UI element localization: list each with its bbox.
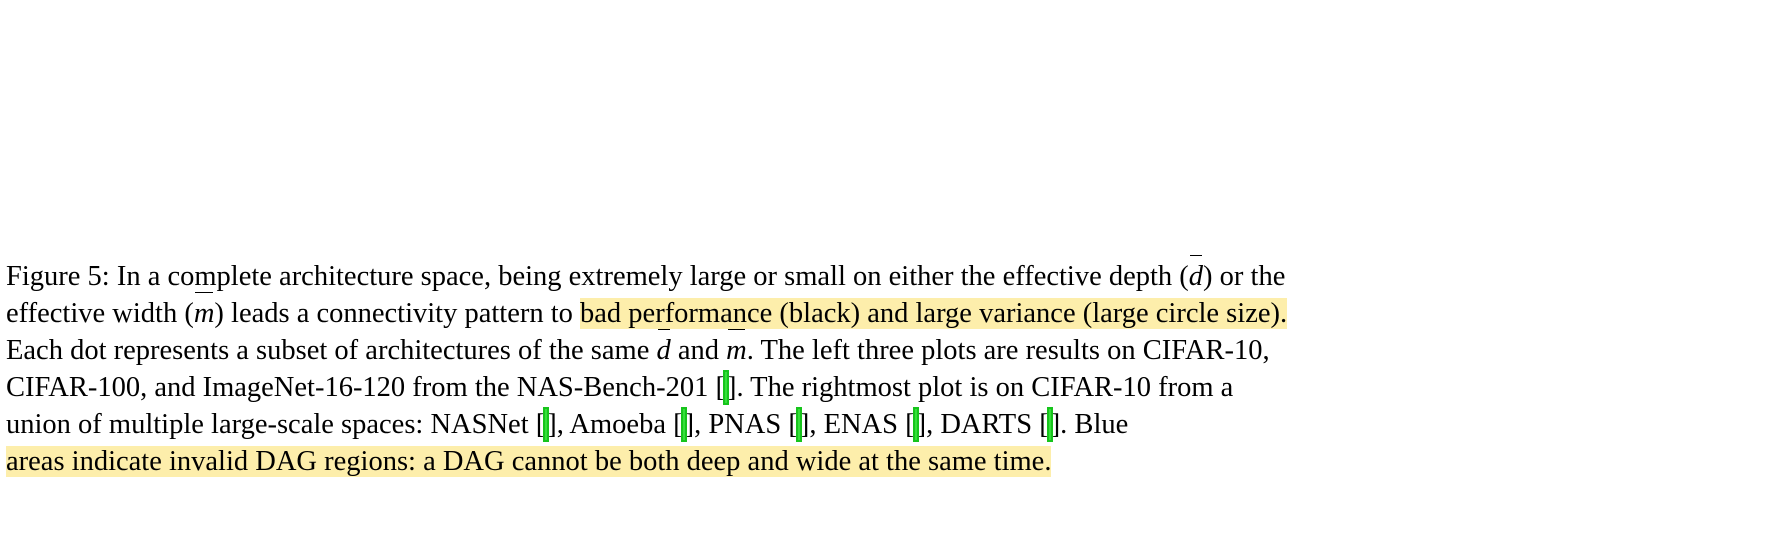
caption-highlight-1: bad performance (black) and large varian…	[580, 298, 1288, 329]
caption-line-2: effective width (m) leads a connectivity…	[6, 292, 1762, 332]
caption-line-5: union of multiple large-scale spaces: NA…	[6, 407, 1129, 442]
figure-caption: Figure 5: In a complete architecture spa…	[6, 255, 1762, 480]
citation-ref-73[interactable]	[543, 407, 550, 442]
caption-highlight-2: areas indicate invalid DAG regions: a DA…	[6, 446, 1052, 477]
caption-line-1: Figure 5: In a complete architecture spa…	[6, 255, 1762, 295]
caption-line-6: areas indicate invalid DAG regions: a DA…	[6, 443, 1762, 480]
caption-line-4: CIFAR-100, and ImageNet-16-120 from the …	[6, 370, 1234, 405]
citation-ref-17[interactable]	[722, 370, 729, 405]
citation-ref-46[interactable]	[912, 407, 919, 442]
citation-ref-40[interactable]	[1046, 407, 1053, 442]
citation-ref-49[interactable]	[680, 407, 687, 442]
citation-ref-34[interactable]	[795, 407, 802, 442]
plots-row	[0, 0, 1765, 250]
caption-line-3: Each dot represents a subset of architec…	[6, 329, 1762, 369]
